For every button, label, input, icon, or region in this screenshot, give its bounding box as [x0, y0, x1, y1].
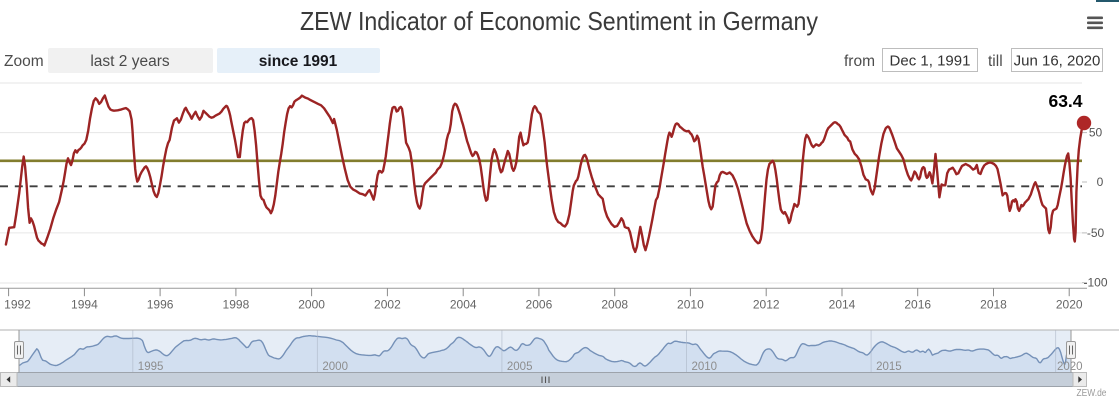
svg-text:2004: 2004	[450, 298, 477, 312]
svg-text:2020: 2020	[1056, 298, 1083, 312]
svg-text:-50: -50	[1087, 226, 1105, 240]
svg-text:till: till	[988, 53, 1003, 70]
svg-text:1995: 1995	[138, 361, 164, 373]
svg-text:1992: 1992	[4, 298, 31, 312]
svg-text:2012: 2012	[753, 298, 780, 312]
svg-text:last 2 years: last 2 years	[90, 53, 170, 70]
svg-text:2005: 2005	[507, 361, 533, 373]
svg-text:2010: 2010	[677, 298, 704, 312]
svg-text:2006: 2006	[526, 298, 553, 312]
svg-text:2000: 2000	[322, 361, 348, 373]
svg-text:2018: 2018	[980, 298, 1007, 312]
svg-text:Jun 16, 2020: Jun 16, 2020	[1014, 53, 1101, 70]
svg-text:ZEW Indicator of Economic Sent: ZEW Indicator of Economic Sentiment in G…	[300, 6, 818, 36]
svg-text:2000: 2000	[298, 298, 325, 312]
svg-text:Dec 1, 1991: Dec 1, 1991	[890, 53, 971, 70]
svg-text:ZEW.de: ZEW.de	[1077, 387, 1107, 399]
svg-text:2020: 2020	[1057, 361, 1083, 373]
svg-text:63.4: 63.4	[1048, 91, 1082, 111]
svg-text:1994: 1994	[71, 298, 98, 312]
svg-text:0: 0	[1097, 175, 1104, 189]
svg-text:Zoom: Zoom	[4, 53, 44, 70]
svg-text:2014: 2014	[829, 298, 856, 312]
svg-text:since 1991: since 1991	[259, 53, 338, 70]
svg-text:2015: 2015	[876, 361, 902, 373]
svg-text:2002: 2002	[374, 298, 401, 312]
svg-text:2010: 2010	[692, 361, 718, 373]
svg-text:2016: 2016	[904, 298, 931, 312]
svg-text:2008: 2008	[601, 298, 628, 312]
svg-text:1996: 1996	[147, 298, 174, 312]
svg-text:50: 50	[1089, 126, 1103, 140]
svg-text:from: from	[844, 53, 875, 70]
svg-text:-100: -100	[1083, 276, 1107, 290]
svg-text:1998: 1998	[223, 298, 250, 312]
